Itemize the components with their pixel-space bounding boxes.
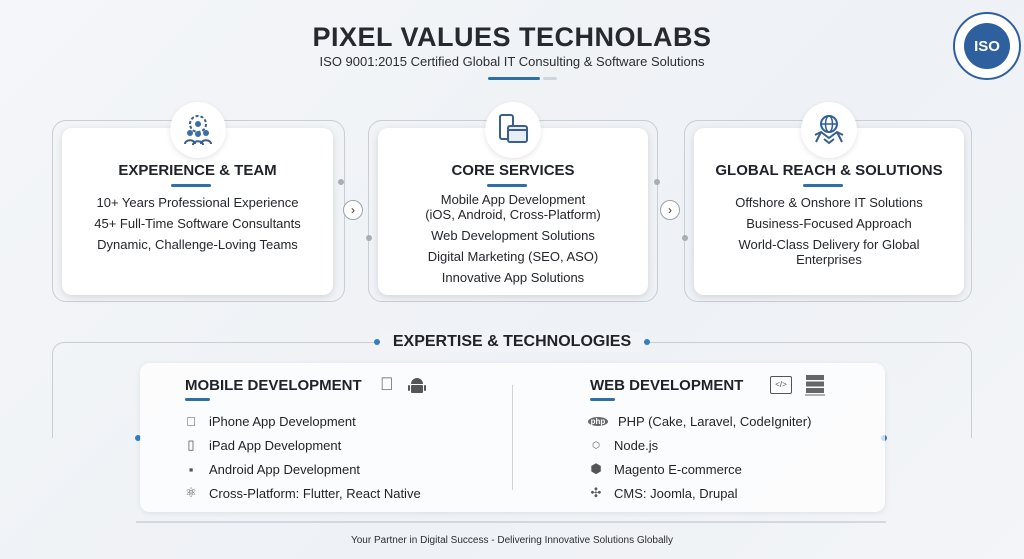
page-subtitle: ISO 9001:2015 Certified Global IT Consul… <box>319 54 705 69</box>
title-divider <box>488 77 540 80</box>
iso-badge: ISO <box>953 12 1021 80</box>
web-list: php PHP (Cake, Laravel, CodeIgniter) ⬡ Nod… <box>588 411 811 503</box>
chevron-right-icon: › <box>343 200 363 220</box>
card-item: Offshore & Onshore IT Solutions <box>735 195 923 210</box>
list-item:  iPhone App Development <box>183 411 421 431</box>
globe-handshake-icon <box>801 102 857 158</box>
list-item: ▪ Android App Development <box>183 459 421 479</box>
card-title: GLOBAL REACH & SOLUTIONS <box>715 162 943 179</box>
team-gear-icon <box>170 102 226 158</box>
card-item: Mobile App Development <box>440 192 586 207</box>
footer-tagline: Your Partner in Digital Success - Delive… <box>350 535 673 546</box>
server-icon <box>805 374 825 401</box>
joomla-icon: ✣ <box>590 485 602 500</box>
card-item: Enterprises <box>796 252 862 267</box>
title-divider-accent <box>543 77 557 80</box>
section-underline <box>590 398 615 401</box>
mobile-title: MOBILE DEVELOPMENT <box>185 377 362 394</box>
card-underline <box>171 184 211 187</box>
card-title: CORE SERVICES <box>451 162 575 179</box>
chevron-right-icon: › <box>660 200 680 220</box>
android-icon: ▪ <box>188 461 194 477</box>
card-items: 10+ Years Professional Experience 45+ Fu… <box>62 192 333 255</box>
list-item-label: CMS: Joomla, Drupal <box>614 485 738 501</box>
apple-icon:  <box>380 374 394 395</box>
list-item-label: iPhone App Development <box>209 413 356 429</box>
nodejs-icon: ⬡ <box>592 439 600 450</box>
list-item: ▯ iPad App Development <box>183 435 421 455</box>
connector-dot <box>338 179 344 185</box>
connector-dot <box>682 235 688 241</box>
list-item-label: PHP (Cake, Laravel, CodeIgniter) <box>618 413 812 429</box>
card-item: Dynamic, Challenge-Loving Teams <box>97 237 298 252</box>
card-item: Digital Marketing (SEO, ASO) <box>427 249 599 264</box>
iso-badge-text: ISO <box>964 23 1010 69</box>
list-item-label: Magento E-commerce <box>614 461 742 477</box>
magento-icon: ⬢ <box>590 461 602 476</box>
title-dot <box>644 339 650 345</box>
list-item-label: Android App Development <box>209 461 361 477</box>
card-items: Mobile App Development (iOS, Android, Cr… <box>378 192 648 288</box>
title-dot <box>374 339 380 345</box>
card-item: Business-Focused Approach <box>746 216 912 231</box>
list-item-label: Node.js <box>614 437 659 453</box>
php-icon: php <box>588 416 608 426</box>
card-item: Web Development Solutions <box>431 228 595 243</box>
card-item: 10+ Years Professional Experience <box>96 195 299 210</box>
list-item: php PHP (Cake, Laravel, CodeIgniter) <box>588 411 811 431</box>
card-item: (iOS, Android, Cross-Platform) <box>425 207 601 222</box>
devices-icon <box>485 102 541 158</box>
code-window-icon: </> <box>770 376 792 394</box>
expertise-title: EXPERTISE & TECHNOLOGIES <box>380 332 644 352</box>
connector-dot <box>654 179 660 185</box>
card-item: Innovative App Solutions <box>441 270 585 285</box>
list-item: ⬢ Magento E-commerce <box>588 459 811 479</box>
web-title: WEB DEVELOPMENT <box>590 377 744 394</box>
apple-icon:  <box>183 414 199 429</box>
footer-divider <box>136 521 886 523</box>
page-title: PIXEL VALUES TECHNOLABS <box>312 22 712 52</box>
list-item: ✣ CMS: Joomla, Drupal <box>588 483 811 503</box>
card-title: EXPERIENCE & TEAM <box>118 162 277 179</box>
panel-divider <box>512 385 513 490</box>
card-item: World-Class Delivery for Global <box>738 237 920 252</box>
list-item-label: iPad App Development <box>209 437 342 453</box>
list-item: ⚛ Cross-Platform: Flutter, React Native <box>183 483 421 503</box>
mobile-list:  iPhone App Development ▯ iPad App Develo… <box>183 411 421 503</box>
connector-dot <box>135 435 141 441</box>
android-icon <box>408 376 426 401</box>
card-items: Offshore & Onshore IT Solutions Business… <box>694 192 964 267</box>
card-underline <box>487 184 527 187</box>
list-item-label: Cross-Platform: Flutter, React Native <box>209 485 421 501</box>
list-item: ⬡ Node.js <box>588 435 811 455</box>
card-item: 45+ Full-Time Software Consultants <box>94 216 301 231</box>
section-underline <box>185 398 210 401</box>
connector-dot <box>366 235 372 241</box>
tablet-icon: ▯ <box>187 437 195 452</box>
card-underline <box>803 184 843 187</box>
react-icon: ⚛ <box>185 485 197 500</box>
